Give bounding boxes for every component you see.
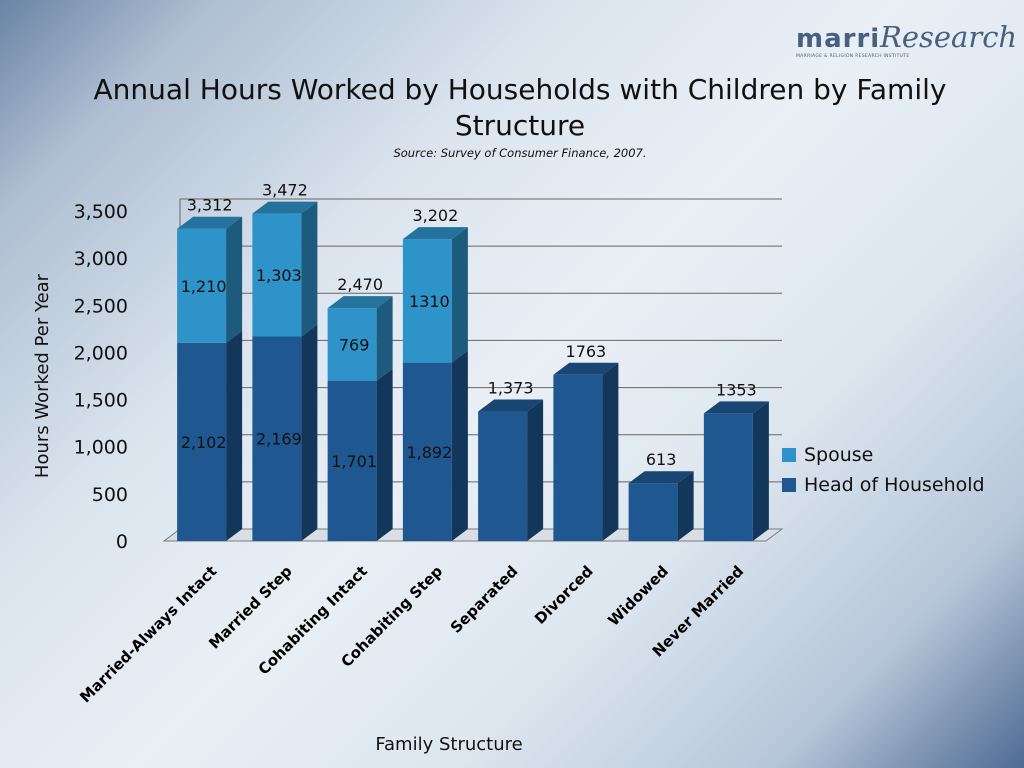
y-tick-label: 3,000 [74, 248, 128, 270]
marri-research-logo: marri Research MARRIAGE & RELIGION RESEA… [796, 14, 1017, 64]
head-of-household-bar-widowed-side [677, 471, 694, 541]
head-of-household-bar-married-step [252, 336, 302, 541]
head-of-household-label-married-step: 2,169 [256, 430, 302, 449]
total-label-never-married: 1353 [716, 380, 757, 399]
logo-marri-text: marri [796, 24, 881, 54]
y-axis-title: Hours Worked Per Year [32, 273, 53, 478]
head-of-household-bar-separated [478, 411, 528, 541]
head-of-household-bar-cohabiting-step [402, 362, 452, 541]
legend-label-spouse: Spouse [804, 444, 874, 466]
x-tick-label-divorced: Divorced [531, 562, 597, 628]
legend-swatch-spouse [782, 448, 796, 462]
head-of-household-bar-divorced-top [553, 362, 619, 375]
head-of-household-label-married-always-intact: 2,102 [181, 433, 227, 452]
legend-swatch-head [782, 478, 796, 492]
spouse-bar-married-always-intact-side [226, 216, 243, 343]
x-axis-title: Family Structure [375, 734, 522, 755]
head-of-household-bar-cohabiting-step-side [451, 350, 468, 541]
total-label-divorced: 1763 [566, 342, 607, 361]
spouse-bar-cohabiting-step-top [402, 227, 468, 240]
y-tick-label: 3,500 [74, 201, 128, 223]
chart-subtitle: Source: Survey of Consumer Finance, 2007… [393, 146, 647, 160]
logo-tagline: MARRIAGE & RELIGION RESEARCH INSTITUTE [796, 54, 910, 59]
head-of-household-bar-separated-top [478, 399, 544, 412]
x-tick-label-married-always-intact: Married-Always Intact [76, 562, 220, 706]
head-of-household-bar-never-married-side [752, 401, 769, 541]
head-of-household-bar-married-always-intact-side [226, 330, 243, 541]
spouse-label-cohabiting-step: 1310 [409, 292, 450, 311]
y-tick-label: 2,000 [74, 342, 128, 364]
head-of-household-label-cohabiting-intact: 1,701 [331, 452, 377, 471]
head-of-household-bar-separated-side [527, 399, 544, 541]
head-of-household-bar-divorced [553, 374, 603, 541]
y-tick-label: 500 [92, 484, 128, 506]
logo-research-text: Research [880, 20, 1018, 54]
total-label-widowed: 613 [646, 450, 677, 469]
y-tick-label: 1,500 [74, 390, 128, 412]
x-tick-label-separated: Separated [447, 562, 522, 637]
total-label-separated: 1,373 [488, 379, 534, 398]
head-of-household-bar-cohabiting-intact [327, 380, 377, 541]
spouse-bar-married-step [252, 213, 302, 337]
spouse-label-married-always-intact: 1,210 [181, 277, 227, 296]
chart-title: Annual Hours Worked by Households with C… [93, 73, 947, 142]
legend-item-spouse: Spouse [782, 440, 985, 470]
spouse-bar-cohabiting-intact-top [327, 296, 393, 309]
head-of-household-bar-cohabiting-intact-side [376, 368, 393, 541]
spouse-bar-married-always-intact-top [177, 216, 243, 229]
head-of-household-bar-widowed-top [628, 471, 694, 484]
head-of-household-label-cohabiting-step: 1,892 [406, 443, 452, 462]
total-label-married-step: 3,472 [262, 181, 308, 200]
total-label-married-always-intact: 3,312 [187, 196, 233, 215]
y-tick-label: 1,000 [74, 437, 128, 459]
y-tick-label: 2,500 [74, 295, 128, 317]
head-of-household-bar-never-married-top [703, 401, 769, 414]
spouse-label-cohabiting-intact: 769 [339, 335, 370, 354]
head-of-household-bar-married-step-side [301, 324, 318, 541]
chart-legend: Spouse Head of Household [782, 440, 985, 500]
head-of-household-bar-married-always-intact [177, 342, 227, 541]
spouse-bar-cohabiting-intact [327, 308, 377, 381]
head-of-household-bar-never-married [703, 413, 753, 541]
y-tick-label: 0 [116, 531, 128, 553]
spouse-bar-cohabiting-intact-side [376, 296, 393, 381]
spouse-label-married-step: 1,303 [256, 266, 302, 285]
spouse-bar-married-step-top [252, 201, 318, 214]
total-label-cohabiting-step: 3,202 [412, 206, 458, 225]
x-tick-label-widowed: Widowed [604, 562, 672, 630]
legend-label-head: Head of Household [804, 474, 985, 496]
head-of-household-bar-divorced-side [602, 362, 619, 541]
spouse-bar-cohabiting-step [402, 239, 452, 363]
spouse-bar-married-always-intact [177, 228, 227, 343]
head-of-household-bar-widowed [628, 483, 678, 541]
spouse-bar-cohabiting-step-side [451, 227, 468, 363]
legend-item-head: Head of Household [782, 470, 985, 500]
total-label-cohabiting-intact: 2,470 [337, 275, 383, 294]
spouse-bar-married-step-side [301, 201, 318, 337]
